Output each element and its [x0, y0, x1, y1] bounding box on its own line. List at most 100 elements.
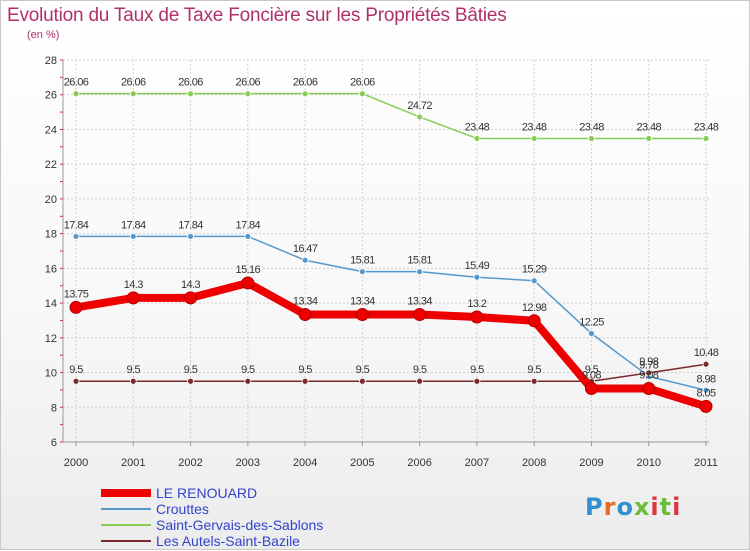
point-le-renouard-2002	[184, 291, 198, 305]
point-le-renouard-2003	[241, 276, 255, 290]
y-tick-label-18: 18	[45, 229, 57, 241]
point-saint-gervais-des-sablons-2008	[530, 135, 538, 142]
series-line-le-renouard	[72, 278, 710, 411]
axes: 6 8 10 12 14 16 18 20 22 24 26 28 2000 2001 2002 2003 20…	[45, 55, 718, 469]
data-label-les-autels-saint-bazile-2005: 9.5	[356, 364, 370, 376]
point-saint-gervais-des-sablons-2002	[187, 90, 194, 98]
legend-swatch-le-renouard	[101, 489, 151, 497]
y-tick-label-20: 20	[45, 194, 57, 206]
point-le-renouard-2006	[413, 308, 427, 322]
point-crouttes-2011	[702, 386, 710, 394]
x-tick-label-2004: 2004	[293, 457, 317, 469]
data-label-crouttes-2001: 17.84	[121, 219, 146, 231]
y-tick-label-8: 8	[51, 402, 57, 414]
point-les-autels-saint-bazile-2007	[473, 377, 481, 385]
point-saint-gervais-des-sablons-2006	[416, 113, 424, 121]
data-label-le-renouard-2005: 13.34	[350, 296, 375, 308]
point-saint-gervais-des-sablons-2009	[588, 135, 595, 142]
data-label-saint-gervais-des-sablons-2006: 24.72	[407, 100, 432, 112]
data-label-le-renouard-2001: 14.3	[124, 279, 143, 291]
point-saint-gervais-des-sablons-2011	[702, 135, 710, 142]
point-le-renouard-2009	[584, 382, 598, 396]
data-label-saint-gervais-des-sablons-2005: 26.06	[350, 77, 375, 89]
legend-swatch-autels	[101, 540, 151, 542]
point-les-autels-saint-bazile-2011	[702, 360, 710, 368]
point-le-renouard-2001	[126, 291, 140, 305]
data-label-le-renouard-2008: 12.98	[522, 302, 547, 314]
x-tick-label-2001: 2001	[121, 457, 145, 469]
y-axis-unit: (en %)	[27, 29, 60, 41]
point-crouttes-2004	[301, 256, 309, 264]
point-les-autels-saint-bazile-2002	[187, 377, 194, 385]
data-label-crouttes-2004: 16.47	[293, 243, 318, 255]
data-label-les-autels-saint-bazile-2008: 9.5	[527, 364, 541, 376]
data-label-saint-gervais-des-sablons-2003: 26.06	[236, 77, 261, 89]
y-tick-label-10: 10	[45, 368, 57, 380]
data-label-les-autels-saint-bazile-2001: 9.5	[127, 364, 141, 376]
point-saint-gervais-des-sablons-2005	[358, 90, 366, 98]
data-label-le-renouard-2006: 13.34	[407, 296, 432, 308]
data-label-crouttes-2007: 15.49	[465, 260, 490, 272]
x-tick-label-2006: 2006	[407, 457, 431, 469]
data-label-les-autels-saint-bazile-2004: 9.5	[298, 364, 312, 376]
data-label-le-renouard-2003: 15.16	[236, 264, 261, 276]
point-crouttes-2002	[187, 233, 194, 240]
data-label-crouttes-2003: 17.84	[236, 219, 261, 231]
data-label-le-renouard-2007: 13.2	[467, 298, 486, 310]
point-les-autels-saint-bazile-2008	[530, 377, 538, 385]
legend-swatch-saint-gervais	[101, 524, 151, 526]
data-label-le-renouard-2009: 9.08	[582, 370, 601, 382]
x-tick-label-2010: 2010	[636, 457, 660, 469]
data-label-les-autels-saint-bazile-2007: 9.5	[470, 364, 484, 376]
x-tick-label-2002: 2002	[178, 457, 202, 469]
legend-label-autels: Les Autels-Saint-Bazile	[156, 533, 300, 549]
data-label-saint-gervais-des-sablons-2002: 26.06	[178, 77, 203, 89]
point-saint-gervais-des-sablons-2001	[129, 90, 137, 98]
point-le-renouard-2011	[699, 399, 713, 413]
x-tick-label-2000: 2000	[64, 457, 88, 469]
data-labels: 26.06 26.06 26.06 26.06 26.06 26.06 24.72 23.48…	[64, 77, 720, 400]
x-tick-label-2003: 2003	[236, 457, 260, 469]
series-lines	[69, 90, 713, 413]
data-label-saint-gervais-des-sablons-2004: 26.06	[293, 77, 318, 89]
point-saint-gervais-des-sablons-2000	[72, 90, 80, 98]
series-line-les-autels-saint-bazile	[75, 363, 707, 382]
y-tick-label-16: 16	[45, 263, 57, 275]
y-tick-label-14: 14	[45, 298, 57, 310]
x-tick-label-2005: 2005	[350, 457, 374, 469]
data-label-les-autels-saint-bazile-2006: 9.5	[413, 364, 427, 376]
data-label-saint-gervais-des-sablons-2008: 23.48	[522, 121, 547, 133]
data-label-le-renouard-2010: 9.08	[639, 370, 658, 382]
data-label-saint-gervais-des-sablons-2010: 23.48	[636, 121, 661, 133]
legend-label-crouttes: Crouttes	[156, 501, 209, 517]
series-line-saint-gervais-des-sablons	[75, 92, 707, 140]
proxiti-logo[interactable]: Proxiti	[585, 493, 682, 521]
point-saint-gervais-des-sablons-2004	[301, 90, 309, 98]
point-les-autels-saint-bazile-2004	[301, 377, 309, 385]
y-tick-label-28: 28	[45, 55, 57, 67]
point-le-renouard-2008	[527, 314, 541, 328]
y-tick-label-26: 26	[45, 90, 57, 102]
point-les-autels-saint-bazile-2010	[645, 369, 653, 377]
data-label-les-autels-saint-bazile-2011: 10.48	[694, 347, 719, 359]
point-crouttes-2009	[588, 330, 595, 337]
data-label-crouttes-2000: 17.84	[64, 219, 89, 231]
data-label-le-renouard-2002: 14.3	[181, 279, 200, 291]
point-crouttes-2007	[473, 273, 481, 281]
point-crouttes-2003	[244, 233, 252, 240]
x-tick-label-2007: 2007	[465, 457, 489, 469]
y-tick-label-12: 12	[45, 333, 57, 345]
point-les-autels-saint-bazile-2003	[244, 377, 252, 385]
point-les-autels-saint-bazile-2001	[129, 377, 137, 385]
legend-label-saint-gervais: Saint-Gervais-des-Sablons	[156, 517, 324, 533]
data-label-les-autels-saint-bazile-2002: 9.5	[184, 364, 198, 376]
data-label-le-renouard-2004: 13.34	[293, 296, 318, 308]
point-les-autels-saint-bazile-2005	[358, 377, 366, 385]
point-le-renouard-2004	[298, 308, 312, 322]
point-le-renouard-2010	[642, 382, 656, 396]
point-crouttes-2001	[129, 233, 137, 240]
point-le-renouard-2000	[69, 300, 83, 314]
y-tick-label-22: 22	[45, 159, 57, 171]
